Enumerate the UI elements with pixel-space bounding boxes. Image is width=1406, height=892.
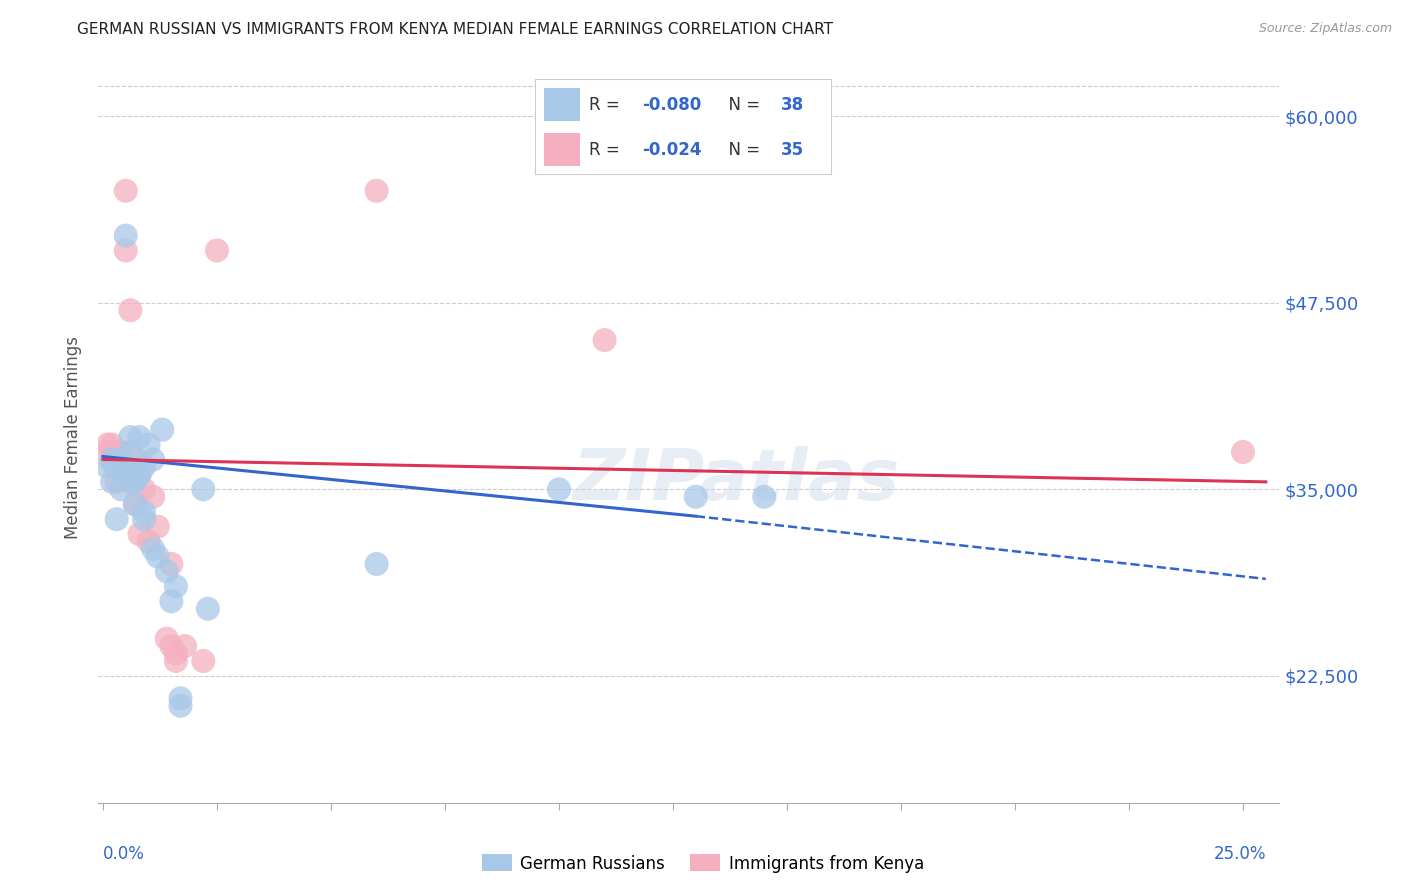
Point [110,483,132,497]
Point [142,452,165,467]
Point [132,483,155,497]
Point [96,437,118,451]
Point [138,534,160,549]
Point [142,490,165,504]
Point [114,467,136,482]
Point [101,475,124,489]
Point [124,475,146,489]
Point [96,459,118,474]
Point [548,483,571,497]
Point [114,184,136,198]
Point [142,542,165,557]
Point [197,601,219,615]
Point [120,467,142,482]
Point [124,467,146,482]
Point [120,445,142,459]
Point [101,445,124,459]
Point [110,445,132,459]
Text: 0.0%: 0.0% [103,845,145,863]
Point [114,459,136,474]
Point [146,519,169,533]
Point [128,527,150,541]
Point [754,490,776,504]
Point [156,632,179,646]
Point [160,557,183,571]
Point [132,512,155,526]
Point [96,445,118,459]
Point [124,497,146,511]
Point [366,184,388,198]
Point [685,490,707,504]
Point [120,430,142,444]
Point [138,437,160,451]
Point [160,594,183,608]
Point [101,452,124,467]
Text: GERMAN RUSSIAN VS IMMIGRANTS FROM KENYA MEDIAN FEMALE EARNINGS CORRELATION CHART: GERMAN RUSSIAN VS IMMIGRANTS FROM KENYA … [77,22,834,37]
Point [160,639,183,653]
Y-axis label: Median Female Earnings: Median Female Earnings [65,335,83,539]
Point [593,333,616,347]
Point [132,505,155,519]
Point [128,467,150,482]
Point [101,437,124,451]
Point [114,228,136,243]
Point [156,565,179,579]
Point [101,455,124,469]
Point [124,475,146,489]
Point [105,459,128,474]
Point [105,475,128,489]
Point [105,459,128,474]
Point [124,452,146,467]
Point [120,303,142,318]
Text: ZIPatlas: ZIPatlas [572,447,900,516]
Point [110,467,132,482]
Point [366,557,388,571]
Point [124,497,146,511]
Point [150,423,173,437]
Point [132,459,155,474]
Point [128,430,150,444]
Text: Source: ZipAtlas.com: Source: ZipAtlas.com [1258,22,1392,36]
Point [169,691,191,706]
Point [165,647,187,661]
Point [205,244,228,258]
Point [193,654,215,668]
Point [110,452,132,467]
Point [169,698,191,713]
Point [1232,445,1254,459]
Point [120,475,142,489]
Point [165,654,187,668]
Point [105,445,128,459]
Text: 25.0%: 25.0% [1213,845,1265,863]
Legend: German Russians, Immigrants from Kenya: German Russians, Immigrants from Kenya [475,847,931,880]
Point [174,639,197,653]
Point [114,244,136,258]
Point [105,512,128,526]
Point [146,549,169,564]
Point [193,483,215,497]
Point [128,467,150,482]
Point [128,467,150,482]
Point [165,579,187,593]
